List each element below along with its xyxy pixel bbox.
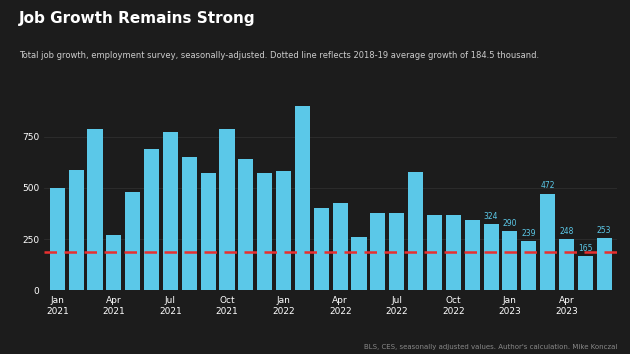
Bar	[182, 157, 197, 290]
Bar	[370, 213, 386, 290]
Text: Total job growth, employment survey, seasonally-adjusted. Dotted line reflects 2: Total job growth, employment survey, sea…	[19, 51, 539, 60]
Bar	[69, 170, 84, 290]
Bar	[200, 173, 215, 290]
Bar	[483, 224, 498, 290]
Bar	[219, 130, 234, 290]
Bar	[427, 216, 442, 290]
Bar	[125, 192, 140, 290]
Bar	[559, 239, 574, 290]
Bar	[88, 130, 103, 290]
Text: 290: 290	[503, 218, 517, 228]
Text: 253: 253	[597, 226, 612, 235]
Text: 248: 248	[559, 227, 574, 236]
Bar	[257, 173, 272, 290]
Text: 165: 165	[578, 244, 593, 253]
Bar	[144, 149, 159, 290]
Text: Job Growth Remains Strong: Job Growth Remains Strong	[19, 11, 256, 25]
Bar	[597, 239, 612, 290]
Text: 472: 472	[541, 181, 555, 190]
Bar	[389, 213, 404, 290]
Bar	[295, 106, 310, 290]
Bar	[50, 188, 65, 290]
Text: 239: 239	[522, 229, 536, 238]
Bar	[521, 241, 536, 290]
Bar	[465, 219, 479, 290]
Text: 324: 324	[484, 212, 498, 221]
Bar	[540, 194, 555, 290]
Bar	[163, 132, 178, 290]
Bar	[502, 231, 517, 290]
Bar	[106, 235, 122, 290]
Bar	[238, 159, 253, 290]
Bar	[314, 208, 329, 290]
Bar	[276, 171, 291, 290]
Bar	[446, 216, 461, 290]
Text: BLS, CES, seasonally adjusted values. Author's calculation. Mike Konczal: BLS, CES, seasonally adjusted values. Au…	[364, 344, 617, 350]
Bar	[408, 172, 423, 290]
Bar	[352, 237, 367, 290]
Bar	[333, 203, 348, 290]
Bar	[578, 256, 593, 290]
